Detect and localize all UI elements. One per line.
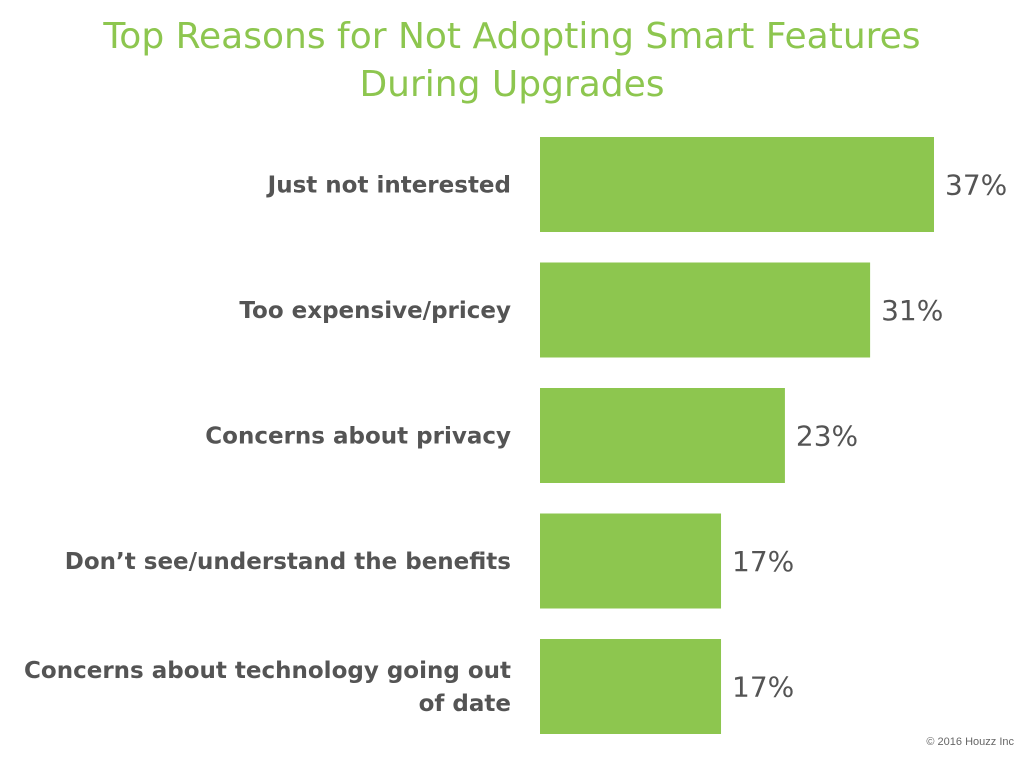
chart-title-line-2: During Upgrades [359, 64, 665, 105]
value-label-2: 31% [881, 294, 943, 327]
bar-5 [540, 639, 722, 734]
value-label-4: 17% [732, 545, 794, 578]
bar-1 [540, 137, 934, 232]
category-label-1: Just not interested [266, 173, 511, 199]
category-label-2: Too expensive/pricey [239, 298, 511, 324]
value-label-3: 23% [796, 420, 858, 453]
value-label-1: 37% [945, 169, 1007, 202]
category-label-3: Concerns about privacy [205, 424, 511, 450]
value-label-5: 17% [732, 671, 794, 704]
bar-4 [540, 513, 722, 609]
copyright-footer: © 2016 Houzz Inc [926, 736, 1014, 748]
chart-title-line-1: Top Reasons for Not Adopting Smart Featu… [103, 16, 921, 57]
bar-2 [540, 262, 871, 358]
bar-3 [540, 388, 785, 483]
category-label-5-line-1: Concerns about technology going out [24, 658, 511, 684]
category-label-4: Don’t see/understand the benefits [65, 549, 511, 575]
category-label-5-line-2: of date [419, 691, 511, 717]
